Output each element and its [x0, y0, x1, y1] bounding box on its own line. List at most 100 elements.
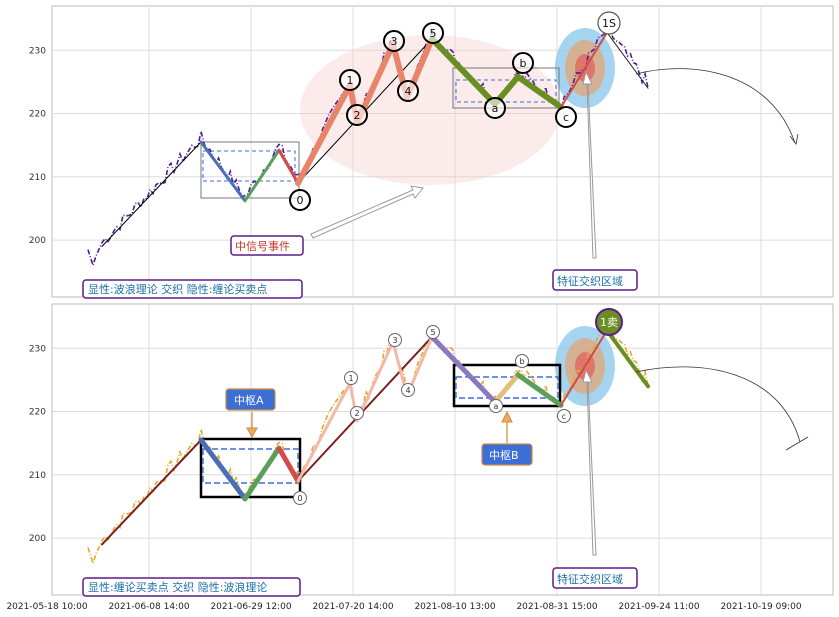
wave-label-ring [557, 409, 571, 423]
wave-label-ring [293, 491, 307, 505]
wave-label-ring [555, 106, 577, 128]
x-axis-ticks: 2021-05-18 10:00 2021-06-08 14:00 2021-06-… [6, 602, 801, 612]
top-panel [51, 5, 834, 298]
wave-label-ring [489, 399, 503, 413]
wave-label: 2 [354, 409, 359, 418]
bottom-zone-arrow [582, 368, 597, 556]
wave-label-ring [388, 333, 402, 347]
top-zone-arrow [582, 70, 597, 259]
wave-segment [198, 437, 248, 502]
top-zone-text: 特征交织区域 [557, 274, 623, 288]
x-tick-label: 2021-09-24 11:00 [618, 602, 699, 612]
x-tick-label: 2021-10-19 09:00 [720, 602, 801, 612]
wave-label-ring [401, 383, 415, 397]
wave-labels-top: 0 1 2 3 4 5 a b c 1S [289, 11, 621, 211]
wave-label-ring [512, 52, 534, 74]
top-event-arrow [310, 185, 424, 239]
wave-label-ring [339, 69, 361, 91]
y-tick-label: 220 [29, 408, 46, 418]
wave-label-ring [350, 406, 364, 420]
wave-segment [199, 140, 247, 203]
top-projection-head [789, 133, 799, 145]
sell-signal-ring [597, 11, 621, 35]
top-projection-curve [635, 68, 796, 144]
wave-label: 0 [297, 194, 304, 207]
wave-label: 5 [430, 27, 437, 40]
x-tick-label: 2021-06-08 14:00 [108, 602, 189, 612]
bottom-projection-curve [635, 366, 801, 443]
pivot-b-text: 中枢B [489, 448, 519, 462]
y-axis-ticks: 200 210 220 230 200 210 220 230 [29, 46, 46, 544]
sell-badge-label: 1卖 [600, 316, 618, 329]
wave-label: 4 [405, 386, 410, 395]
wave-segment [560, 329, 608, 407]
wave-label: b [520, 57, 527, 70]
wave-label: c [563, 111, 569, 124]
bottom-zone-box: 特征交织区域 [552, 567, 638, 589]
wave-segment [277, 148, 300, 185]
top-legend-box: 显性:波浪理论 交织 隐性:缠论买卖点 [82, 279, 303, 299]
trend-line [297, 335, 433, 483]
wave-label-ring [383, 30, 405, 52]
wave-label: 4 [405, 85, 412, 98]
x-tick-label: 2021-08-10 13:00 [414, 602, 495, 612]
wave-label: b [519, 357, 524, 366]
bottom-legend-box: 显性:缠论买卖点 交织 隐性:波浪理论 [82, 577, 301, 597]
wave-label-ring [484, 97, 506, 119]
wave-label: 3 [391, 35, 398, 48]
wave-segment [296, 381, 352, 483]
wave-label: 1 [347, 74, 354, 87]
bottom-legend-text: 显性:缠论买卖点 交织 隐性:波浪理论 [88, 580, 267, 594]
bottom-panel [51, 303, 834, 596]
x-tick-label: 2021-05-18 10:00 [6, 602, 87, 612]
y-tick-label: 200 [29, 236, 46, 246]
top-event-box: 中信号事件 [230, 235, 304, 256]
top-pivot-inner-b [455, 79, 557, 103]
wave-label-ring [422, 22, 444, 44]
top-pivot-inner-a [202, 150, 296, 182]
y-tick-label: 210 [29, 173, 46, 183]
top-zone-box: 特征交织区域 [552, 269, 638, 291]
wave-segment [515, 372, 564, 408]
sell-signal-label: 1S [602, 17, 616, 30]
wave-segment [295, 82, 353, 187]
pivot-a-label: 中枢A [225, 388, 276, 411]
pivot-a-pointer-head [246, 427, 258, 439]
wave-label-ring [515, 354, 529, 368]
y-tick-label: 230 [29, 46, 46, 56]
bottom-projection-bar [785, 436, 809, 451]
y-tick-label: 210 [29, 471, 46, 481]
wave-segment [243, 148, 281, 203]
pivot-a-text: 中枢A [234, 393, 264, 407]
wave-label: 1 [348, 374, 353, 383]
top-event-text: 中信号事件 [235, 240, 290, 253]
top-pivot-box-a [200, 141, 300, 199]
wave-label: 5 [430, 328, 435, 337]
wave-label-ring [346, 104, 368, 126]
x-tick-label: 2021-08-31 15:00 [516, 602, 597, 612]
wave-segment [605, 328, 650, 389]
wave-segment [560, 31, 608, 109]
x-tick-label: 2021-06-29 12:00 [210, 602, 291, 612]
y-tick-label: 200 [29, 534, 46, 544]
wave-label: 0 [297, 494, 302, 503]
wave-label: a [494, 402, 499, 411]
wave-segment [606, 32, 649, 89]
wave-label: c [562, 412, 566, 421]
top-legend-text: 显性:波浪理论 交织 隐性:缠论买卖点 [88, 282, 267, 296]
wave-label: 3 [392, 336, 397, 345]
wave-segment [276, 445, 301, 484]
wave-label: a [492, 102, 499, 115]
y-tick-label: 230 [29, 344, 46, 354]
intersection-ellipse [300, 35, 560, 185]
trend-line [101, 141, 202, 247]
pivot-box-b [452, 363, 562, 408]
pivot-b-pointer-head [501, 410, 513, 423]
wave-segment [429, 35, 498, 108]
x-tick-label: 2021-07-20 14:00 [312, 602, 393, 612]
wave-label-ring [344, 371, 358, 385]
pivot-inner-b [455, 376, 559, 399]
wave-label: 2 [354, 109, 361, 122]
